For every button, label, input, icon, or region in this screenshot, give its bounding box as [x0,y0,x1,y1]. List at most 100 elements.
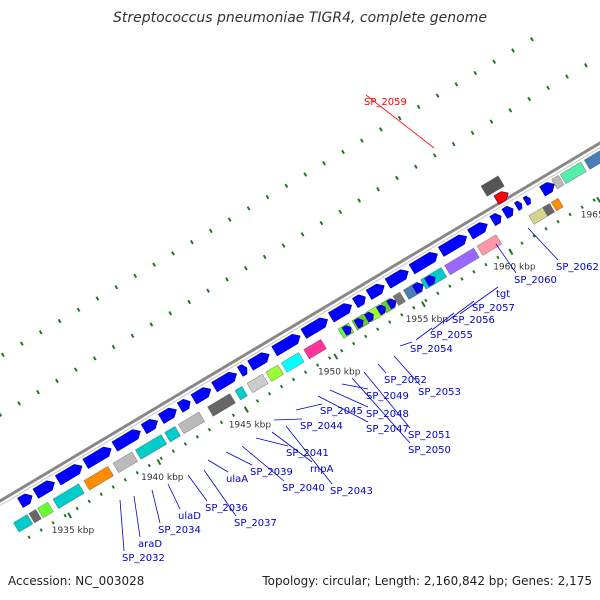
accession-label: Accession: NC_003028 [8,574,145,588]
inner-tick-mark [75,506,79,511]
genome-backbone [0,141,600,503]
scale-label: 1945 kbp [229,421,272,431]
outer-tick-mark [376,187,380,192]
inner-tick-mark [592,198,596,202]
gene-box [13,514,34,533]
inner-tick-mark [171,449,175,453]
inner-tick-mark [123,478,127,482]
gene-label: SP_2047 [366,424,409,435]
gene-arrow [513,200,523,211]
outer-tick-mark [397,115,402,121]
gene-label: SP_2044 [300,421,343,432]
outer-tick-mark [265,194,270,200]
inner-tick-mark [195,434,200,439]
outer-tick-mark [57,318,62,324]
gene-label-leader [459,286,499,315]
inner-tick-mark [496,255,500,260]
gene-arrow [353,317,364,329]
gene-label-leader [351,377,411,444]
gene-label-leader [393,355,421,386]
gene-label: SP_2036 [205,503,248,514]
gene-label: SP_2049 [366,391,409,402]
inner-tick-mark [568,212,572,217]
gene-box [303,338,327,360]
outer-tick-mark [546,85,550,91]
gene-box [265,364,284,382]
inner-tick-mark [255,399,260,403]
inner-tick-mark [63,513,67,518]
gene-arrow [363,311,374,323]
scale-label: 1935 kbp [52,526,95,536]
inner-tick-mark [267,391,272,396]
outer-tick-mark [454,82,459,87]
outer-tick-mark [489,119,494,124]
inner-tick-mark [315,363,320,367]
outer-tick-mark [0,412,3,417]
outer-tick-mark [284,183,289,188]
gene-arrow [365,283,385,300]
inner-tick-mark [400,313,404,317]
gene-arrow [375,304,386,316]
gene-arrow [111,429,141,452]
inner-tick-mark [340,348,344,353]
gene-label-leader [255,437,289,447]
inner-tick-mark [424,298,428,303]
outer-tick-mark [92,356,97,361]
gene-arrow [539,182,555,197]
outer-tick-mark [357,198,362,203]
inner-tick-mark [580,205,584,210]
gene-arrow [82,446,112,470]
scale-tick [333,353,339,360]
gene-arrow [352,294,366,309]
outer-tick-mark [17,401,22,406]
gene-arrow [300,317,329,339]
scale-tick [596,196,600,203]
outer-tick-mark [470,130,475,136]
gene-box [551,175,565,190]
outer-tick-mark [149,322,154,327]
outer-tick-mark [432,153,437,158]
gene-arrow [176,398,191,413]
gene-arrow [236,364,248,377]
gene-label: SP_2032 [122,553,165,564]
outer-tick-mark [189,239,194,245]
inner-tick-mark [556,219,560,224]
inner-tick-mark [159,456,163,461]
gene-label-leader [445,300,475,323]
gene-label-leader [317,395,369,423]
outer-tick-mark [38,330,43,335]
outer-tick-mark [36,389,40,395]
gene-label: SP_2051 [408,430,451,441]
inner-tick-mark [27,535,31,540]
gene-box [583,150,600,170]
gene-arrow [467,222,488,240]
gene-arrow [271,333,301,357]
gene-arrow [54,464,83,486]
outer-tick-mark [246,206,251,211]
outer-tick-mark [300,232,305,237]
gene-arrow [489,213,502,227]
inner-tick-mark [448,284,452,288]
gene-label-leader [363,371,411,429]
gene-box [550,197,564,212]
gene-label-leader [207,459,229,473]
gene-label: SP_2056 [452,315,495,326]
gene-label-leader [151,489,161,524]
scale-tick [421,301,426,308]
scale-tick [508,248,514,256]
gene-label: SP_2060 [514,275,557,286]
gene-arrow-sp2059 [493,191,509,205]
gene-label: rnpA [310,464,334,475]
gene-arrow [247,352,270,371]
scale-label: 1960 kbp [493,263,536,273]
gene-arrow [341,325,352,336]
scale-label: 1940 kbp [141,473,184,483]
outer-tick-mark [76,307,81,312]
outer-tick-mark [111,344,116,350]
gene-label-leader [271,431,313,463]
outer-tick-mark [114,284,119,290]
outer-tick-mark [341,149,345,155]
inner-tick-mark [364,334,368,339]
inner-tick-mark [111,485,115,489]
